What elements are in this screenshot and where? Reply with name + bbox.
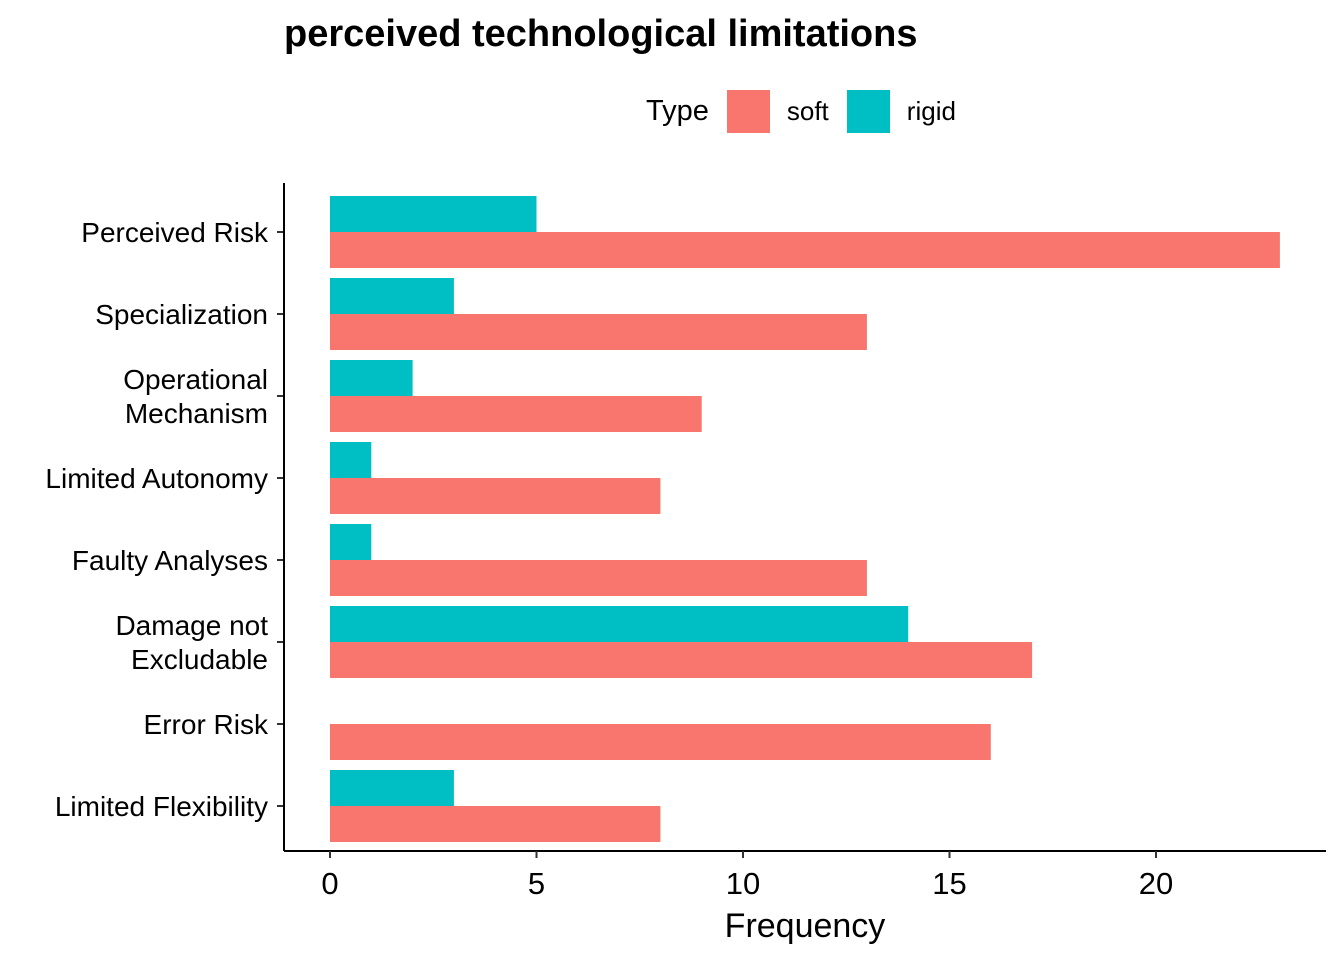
bar-soft-limited-autonomy <box>330 478 661 514</box>
x-axis-title: Frequency <box>725 907 886 945</box>
bar-soft-operational-mechanism <box>330 396 702 432</box>
bar-rigid-limited-flexibility <box>330 770 454 806</box>
bar-rigid-faulty-analyses <box>330 524 372 560</box>
bar-rigid-damage-not-excludable <box>330 606 909 642</box>
legend-label-rigid: rigid <box>906 95 956 126</box>
bar-soft-perceived-risk <box>330 232 1280 268</box>
bar-soft-specialization <box>330 314 867 350</box>
bar-soft-faulty-analyses <box>330 560 867 596</box>
bar-rigid-limited-autonomy <box>330 442 372 478</box>
legend: Type soft rigid <box>646 88 974 134</box>
x-tick-label-0: 0 <box>321 866 338 901</box>
y-tick-label-limited-autonomy: Limited Autonomy <box>45 463 268 494</box>
bar-soft-damage-not-excludable <box>330 642 1033 678</box>
legend-swatch-soft <box>726 89 770 133</box>
x-axis: 0 5 10 15 20 <box>284 850 1326 901</box>
legend-swatch-rigid <box>846 89 890 133</box>
bar-rigid-perceived-risk <box>330 196 537 232</box>
x-tick-label-5: 5 <box>528 866 545 901</box>
y-tick-label-error-risk: Error Risk <box>144 709 269 740</box>
y-tick-label-damage-not-excludable: Damage not Excludable <box>115 610 268 675</box>
legend-item-rigid: rigid <box>846 89 956 133</box>
y-tick-label-operational-mechanism: Operational Mechanism <box>123 364 268 429</box>
legend-title: Type <box>646 94 709 127</box>
bar-rigid-operational-mechanism <box>330 360 413 396</box>
bar-rigid-specialization <box>330 278 454 314</box>
bar-soft-error-risk <box>330 724 991 760</box>
y-tick-label-perceived-risk: Perceived Risk <box>81 217 269 248</box>
y-tick-label-limited-flexibility: Limited Flexibility <box>55 791 268 822</box>
bars <box>330 196 1280 842</box>
y-tick-label-faulty-analyses: Faulty Analyses <box>72 545 268 576</box>
x-tick-label-10: 10 <box>726 866 760 901</box>
y-tick-label-specialization: Specialization <box>95 299 268 330</box>
x-tick-label-15: 15 <box>932 866 966 901</box>
x-tick-label-20: 20 <box>1139 866 1173 901</box>
y-axis: Perceived Risk Specialization Operational M… <box>45 183 285 851</box>
legend-item-soft: soft <box>726 89 829 133</box>
legend-label-soft: soft <box>786 95 829 126</box>
chart-title: perceived technological limitations <box>284 13 918 55</box>
bar-soft-limited-flexibility <box>330 806 661 842</box>
